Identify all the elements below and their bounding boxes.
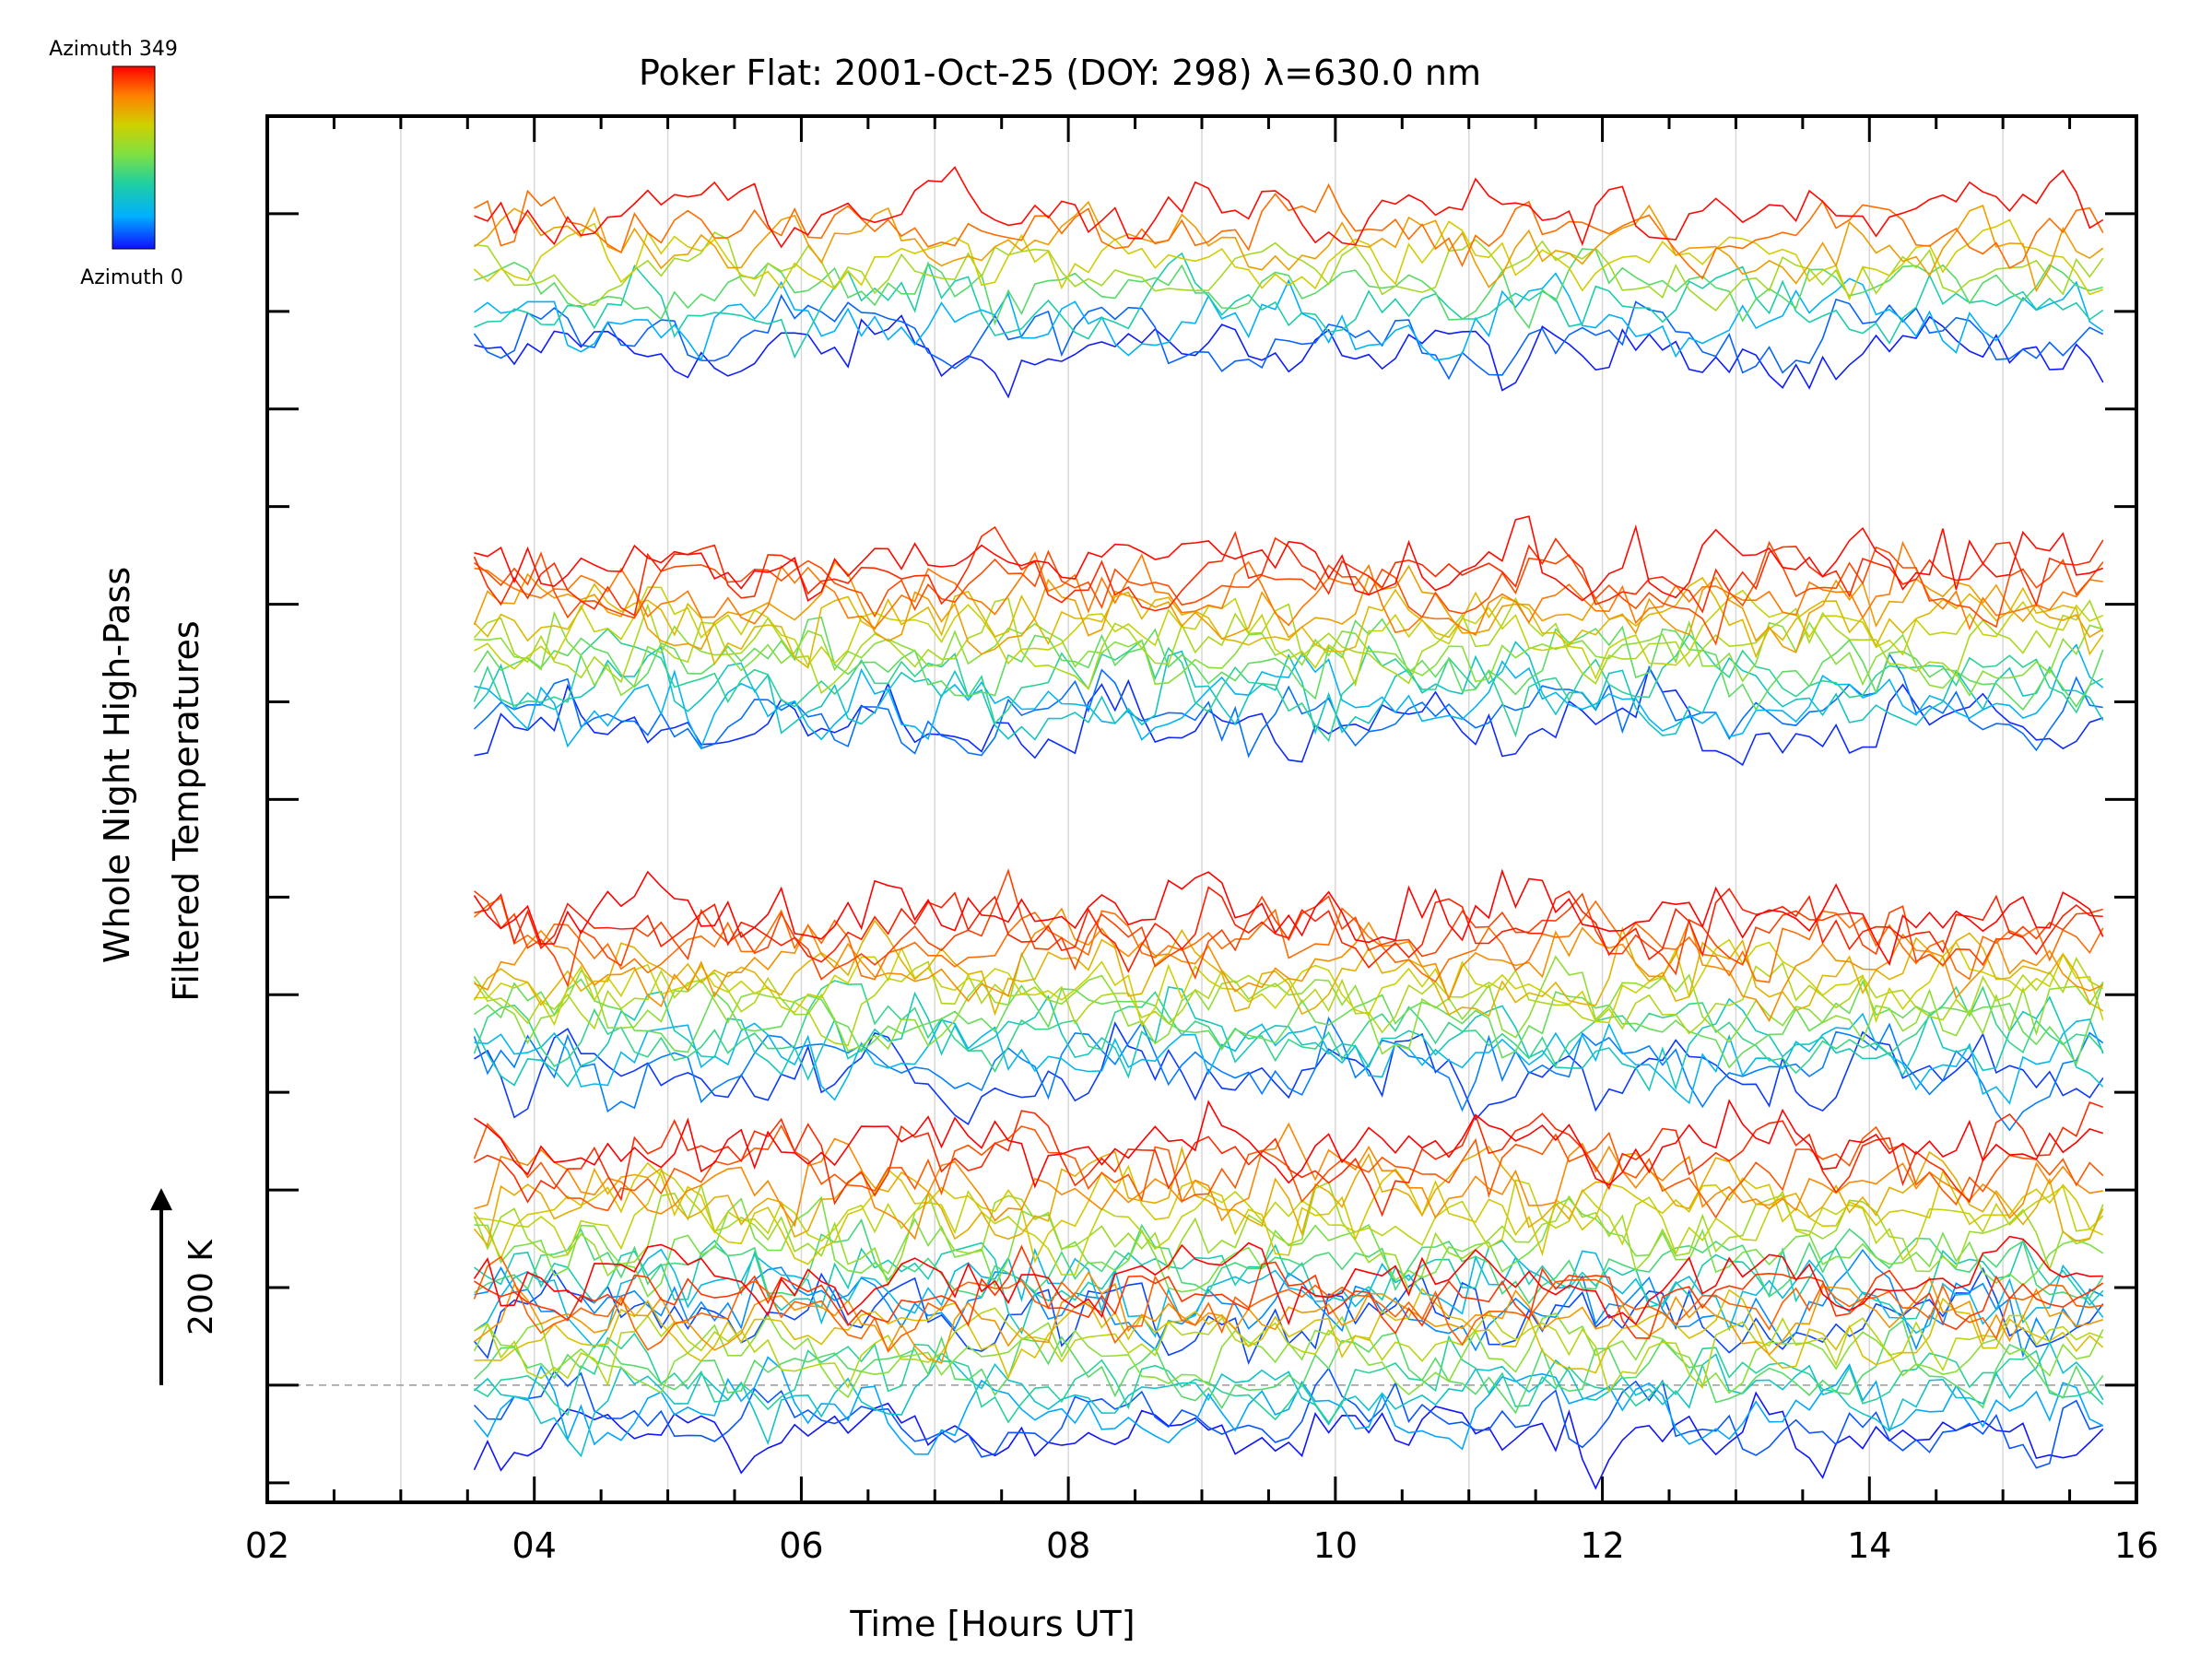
- x-tick-label: 02: [245, 1525, 289, 1566]
- series-line-az-5: [474, 314, 2104, 399]
- series-line-az-215: [474, 1307, 2104, 1394]
- series-line-az-30: [473, 293, 2104, 381]
- series-line-az-125: [473, 628, 2104, 743]
- series-line-az-205: [473, 596, 2104, 695]
- series-line-az-105: [474, 1238, 2104, 1335]
- series-line-az-230: [474, 938, 2104, 1028]
- series-line-az-90: [473, 1340, 2104, 1458]
- series-line-az-348: [473, 868, 2104, 967]
- series-line-az-70: [474, 1012, 2104, 1105]
- series-line-az-235: [473, 218, 2104, 301]
- series-line-az-55: [473, 1356, 2104, 1455]
- series-line-az-295: [474, 540, 2103, 636]
- series-line-az-225: [474, 586, 2104, 688]
- series-line-az-2: [473, 1391, 2104, 1490]
- x-tick-label: 06: [779, 1525, 823, 1566]
- scale-bar-label: 200 K: [182, 1239, 220, 1335]
- x-tick-label: 14: [1847, 1525, 1891, 1566]
- series-line-az-285: [474, 1122, 2103, 1241]
- series-line-az-15: [474, 1021, 2104, 1125]
- series-line-az-270: [473, 560, 2104, 655]
- series-line-az-305: [473, 1255, 2103, 1353]
- series-line-az-335: [474, 886, 2103, 973]
- series-line-az-45: [474, 1248, 2104, 1359]
- series-line-az-240: [473, 1161, 2104, 1265]
- chart-title: Poker Flat: 2001-Oct-25 (DOY: 298) λ=630…: [639, 53, 1481, 93]
- series-line-az-270: [474, 200, 2104, 293]
- series-line-az-250: [473, 576, 2104, 669]
- series-line-az-320: [474, 868, 2104, 988]
- series-line-az-349: [473, 1235, 2103, 1326]
- series-line-az-110: [474, 252, 2104, 359]
- series-line-az-170: [474, 1195, 2104, 1298]
- y-axis-label-line2: Filtered Temperatures: [166, 620, 206, 1001]
- x-tick-label: 10: [1313, 1525, 1358, 1566]
- colorbar-top-label: Azimuth 349: [49, 38, 178, 61]
- series-line-az-345: [474, 515, 2104, 602]
- series-line-az-330: [474, 1100, 2104, 1218]
- x-tick-label: 04: [512, 1525, 557, 1566]
- series-line-az-330: [473, 525, 2104, 617]
- series-line-az-180: [474, 610, 2104, 697]
- colorbar-bottom-label: Azimuth 0: [80, 266, 183, 289]
- x-axis-label: Time [Hours UT]: [849, 1604, 1135, 1644]
- series-line-az-60: [474, 272, 2104, 362]
- x-tick-label: 16: [2114, 1525, 2159, 1566]
- series-line-az-275: [474, 1271, 2104, 1364]
- series-line-az-10: [474, 665, 2104, 767]
- series-line-az-130: [473, 980, 2104, 1075]
- x-tick-labels: 02 04 06 08 10 12 14 16: [245, 1525, 2159, 1566]
- x-tick-label: 08: [1046, 1525, 1090, 1566]
- series-line-az-25: [473, 1367, 2104, 1469]
- x-tick-label: 12: [1580, 1525, 1624, 1566]
- series-line-az-345: [474, 166, 2104, 249]
- axis-ticks: [265, 114, 2138, 1502]
- vertical-gridlines: [400, 116, 2004, 1502]
- series-line-az-300: [473, 897, 2104, 983]
- scale-bar: 200 K: [150, 1188, 220, 1385]
- series-line-az-185: [473, 951, 2104, 1055]
- y-axis-label-line1: Whole Night High-Pass: [97, 567, 137, 963]
- series-line-az-100: [473, 985, 2104, 1092]
- series-line-az-245: [474, 1287, 2104, 1380]
- series-line-az-150: [473, 1319, 2104, 1415]
- series-line-az-200: [474, 231, 2104, 312]
- series-line-az-255: [473, 919, 2104, 1018]
- series-line-az-160: [474, 978, 2104, 1069]
- series-line-az-349: [474, 1099, 2104, 1189]
- scale-bar-arrowhead: [150, 1188, 172, 1211]
- series-line-az-315: [474, 540, 2104, 646]
- temperature-traces: [473, 166, 2104, 1490]
- series-line-az-280: [474, 907, 2104, 1023]
- colorbar: [112, 65, 156, 250]
- series-line-az-95: [473, 641, 2104, 741]
- series-line-az-140: [474, 1218, 2104, 1305]
- series-line-az-260: [473, 1146, 2104, 1247]
- series-line-az-120: [474, 1332, 2104, 1424]
- series-line-az-150: [474, 248, 2103, 330]
- series-line-az-220: [474, 1170, 2104, 1276]
- series-line-az-35: [473, 653, 2103, 759]
- series-line-az-310: [473, 1123, 2104, 1219]
- series-line-az-40: [473, 1016, 2104, 1132]
- series-line-az-300: [474, 182, 2104, 280]
